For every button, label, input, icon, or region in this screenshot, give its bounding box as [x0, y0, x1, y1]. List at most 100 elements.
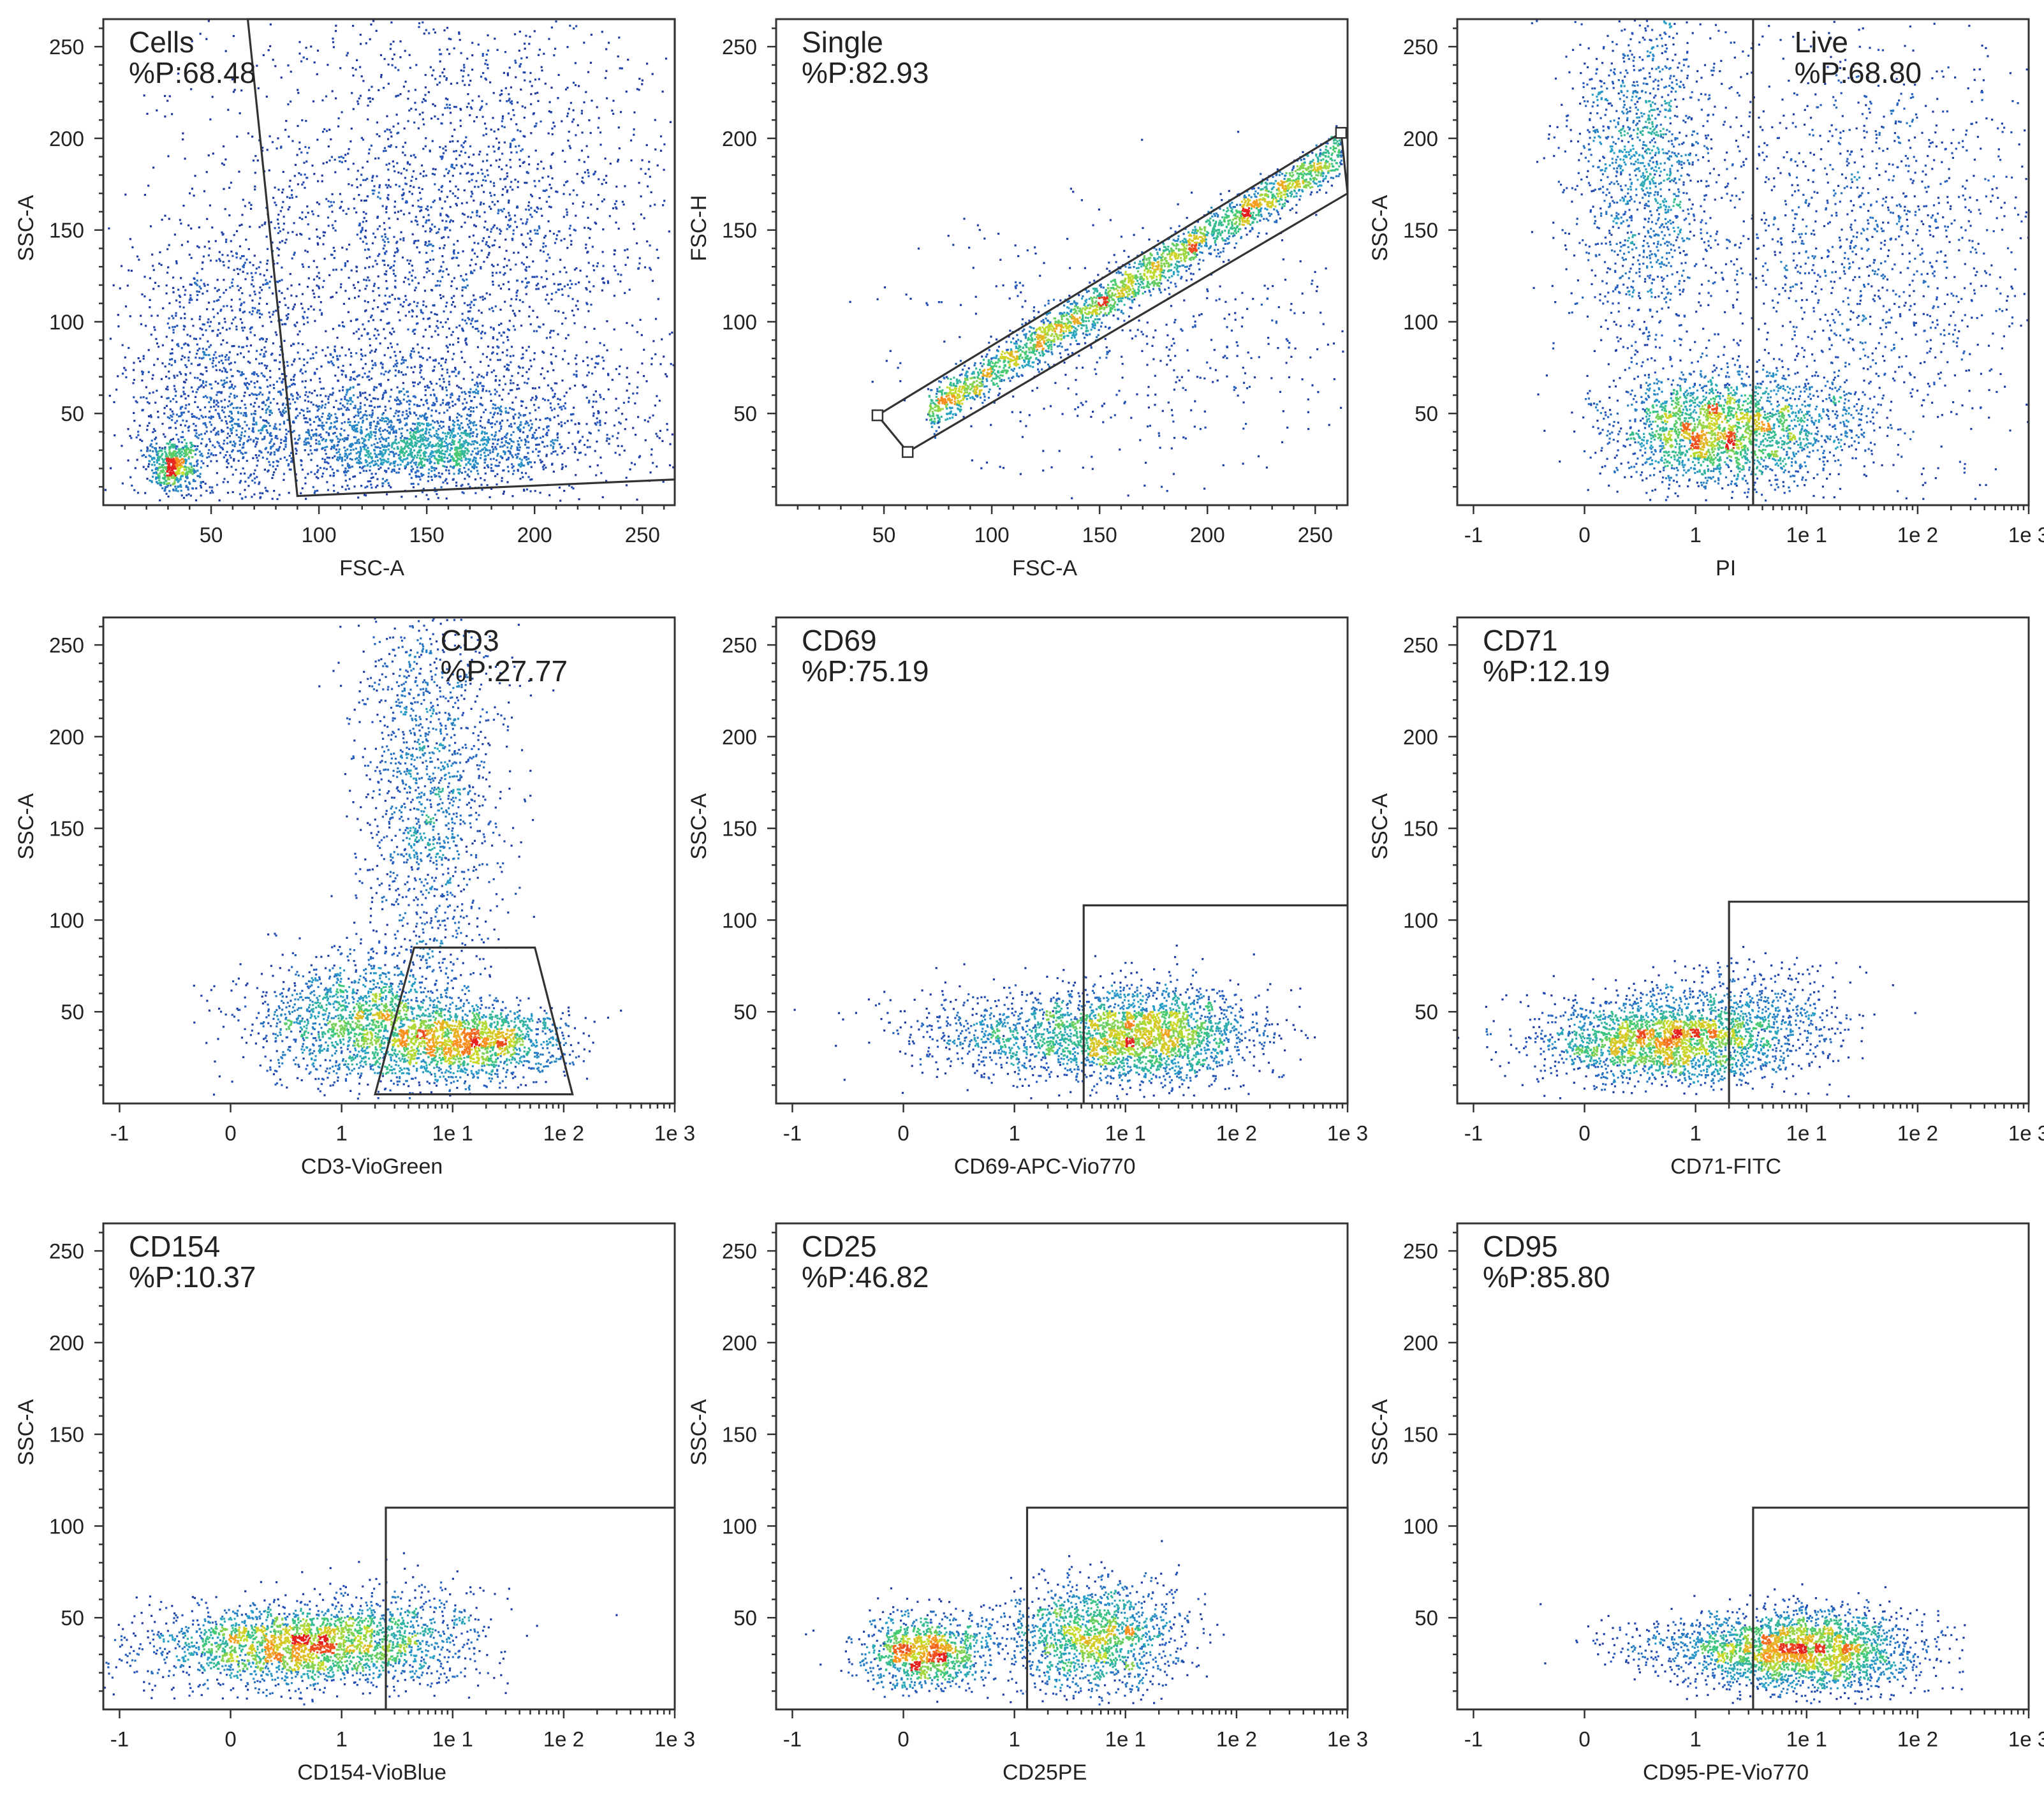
- events: [103, 20, 675, 502]
- x-tick-label: 1e 2: [1897, 523, 1938, 547]
- x-tick-label: 250: [1298, 523, 1333, 547]
- x-axis-label: FSC-A: [339, 556, 404, 580]
- y-tick-label: 100: [1403, 1514, 1438, 1538]
- x-axis-label: PI: [1716, 556, 1736, 580]
- x-tick-label: 1e 3: [654, 1121, 695, 1145]
- y-tick-label: 100: [722, 310, 757, 334]
- gate-outline[interactable]: [246, 18, 676, 498]
- x-tick-label: 0: [224, 1121, 236, 1145]
- y-tick-label: 250: [49, 1239, 84, 1263]
- y-tick-label: 200: [1403, 1331, 1438, 1355]
- panel-7: CD154%P:10.37 50 100 150 200 250 -1 0 1 1e 1 1e 2 1…: [14, 1222, 695, 1785]
- events: [1531, 19, 2029, 502]
- panel-9: CD95%P:85.80 50 100 150 200 250 -1 0 1 1e 1 1e 2 1e…: [1368, 1222, 2044, 1785]
- gate-outline[interactable]: [1082, 904, 1348, 1103]
- x-tick-label: 1e 2: [543, 1121, 584, 1145]
- plot-frame: [102, 616, 676, 1105]
- gate-percent: %P:12.19: [1483, 654, 1610, 688]
- plot-frame: [1456, 1222, 2030, 1711]
- x-axis-label: CD95-PE-Vio770: [1643, 1760, 1809, 1785]
- y-axis-label: SSC-A: [14, 793, 38, 859]
- y-tick-label: 250: [1403, 1239, 1438, 1263]
- x-tick-label: 1e 2: [1897, 1121, 1938, 1145]
- gate-handle[interactable]: [901, 446, 914, 458]
- x-tick-label: 1: [1689, 523, 1701, 547]
- y-tick-label: 150: [722, 219, 757, 242]
- gate-outline[interactable]: [385, 1507, 675, 1709]
- y-tick-label: 200: [1403, 127, 1438, 151]
- panel-6: CD71%P:12.19 50 100 150 200 250 -1 0 1 1e 1 1e 2 1e…: [1368, 616, 2044, 1179]
- gate-percent: %P:82.93: [802, 56, 929, 89]
- x-tick-label: 0: [224, 1727, 236, 1751]
- gate-outline[interactable]: [374, 947, 574, 1096]
- x-tick-label: 1e 2: [1897, 1727, 1938, 1751]
- y-tick-label: 50: [1415, 1606, 1438, 1630]
- gate-outline[interactable]: [1026, 1507, 1349, 1711]
- gate-name: Single: [802, 26, 883, 59]
- x-tick-label: 1e 3: [1327, 1727, 1368, 1751]
- gate-outline[interactable]: [1752, 1507, 2029, 1709]
- events: [849, 125, 1348, 499]
- x-tick-label: 1e 3: [654, 1727, 695, 1751]
- y-tick-label: 200: [49, 725, 84, 749]
- y-tick-label: 100: [49, 1514, 84, 1538]
- x-tick-label: 100: [974, 523, 1010, 547]
- x-tick-label: 100: [302, 523, 337, 547]
- y-tick-label: 100: [49, 908, 84, 932]
- plot-frame: [775, 616, 1349, 1105]
- x-tick-label: -1: [110, 1727, 129, 1751]
- y-tick-label: 250: [722, 633, 757, 657]
- x-tick-label: 1e 1: [1105, 1121, 1146, 1145]
- y-tick-label: 250: [49, 633, 84, 657]
- y-axis-label: SSC-A: [1368, 793, 1392, 859]
- y-tick-label: 250: [722, 1239, 757, 1263]
- x-tick-label: -1: [110, 1121, 129, 1145]
- gate-handle[interactable]: [871, 409, 884, 422]
- panel-3: Live%P:68.80 50 100 150 200 250 -1 0 1 1e 1 1e 2 1e…: [1368, 18, 2044, 580]
- x-tick-label: 1: [1689, 1121, 1701, 1145]
- plot-frame: [1456, 18, 2030, 506]
- gate-name: CD71: [1483, 624, 1558, 657]
- y-tick-label: 100: [722, 1514, 757, 1538]
- gate-outline[interactable]: [1728, 901, 2029, 1103]
- x-tick-label: 0: [897, 1727, 909, 1751]
- panel-1: Cells%P:68.48 50 100 150 200 250 50 100 150 200 25…: [14, 18, 676, 580]
- gate-percent: %P:46.82: [802, 1260, 929, 1294]
- x-tick-label: 1: [1008, 1121, 1020, 1145]
- gate-percent: %P:85.80: [1483, 1260, 1610, 1294]
- y-axis-label: SSC-A: [1368, 1399, 1392, 1465]
- y-tick-label: 150: [49, 1423, 84, 1447]
- gate-percent: %P:75.19: [802, 654, 929, 688]
- x-axis-label: CD3-VioGreen: [301, 1155, 443, 1179]
- x-tick-label: 50: [872, 523, 896, 547]
- gate-name: CD95: [1483, 1230, 1558, 1263]
- x-axis-label: CD71-FITC: [1670, 1155, 1781, 1179]
- plot-frame: [775, 18, 1349, 506]
- x-tick-label: 1e 1: [1786, 523, 1827, 547]
- y-tick-label: 50: [1415, 402, 1438, 425]
- gate-percent: %P:10.37: [129, 1260, 256, 1294]
- gate-name: CD25: [802, 1230, 877, 1263]
- panel-8: CD25%P:46.82 50 100 150 200 250 -1 0 1 1e 1 1e 2 1e…: [687, 1222, 1368, 1785]
- y-axis-label: SSC-A: [14, 195, 38, 261]
- x-tick-label: 1e 2: [543, 1727, 584, 1751]
- x-tick-label: 1e 1: [1786, 1121, 1827, 1145]
- x-tick-label: 1e 3: [2008, 1727, 2044, 1751]
- gate-handle[interactable]: [1335, 127, 1348, 139]
- x-axis-label: CD25PE: [1003, 1760, 1087, 1785]
- y-tick-label: 250: [49, 35, 84, 59]
- x-tick-label: 1: [1008, 1727, 1020, 1751]
- gate-outline[interactable]: [876, 131, 1349, 454]
- x-tick-label: 150: [409, 523, 445, 547]
- y-tick-label: 200: [1403, 725, 1438, 749]
- x-axis-label: CD69-APC-Vio770: [954, 1155, 1136, 1179]
- panel-5: CD69%P:75.19 50 100 150 200 250 -1 0 1 1e 1 1e 2 1e…: [687, 616, 1368, 1179]
- y-tick-label: 100: [1403, 310, 1438, 334]
- y-axis-label: SSC-A: [687, 793, 711, 859]
- y-tick-label: 200: [49, 127, 84, 151]
- y-axis-label: SSC-A: [1368, 195, 1392, 261]
- gate-name: CD3: [441, 624, 499, 657]
- y-tick-label: 50: [733, 1000, 757, 1024]
- x-tick-label: 1e 3: [1327, 1121, 1368, 1145]
- y-tick-label: 50: [733, 402, 757, 425]
